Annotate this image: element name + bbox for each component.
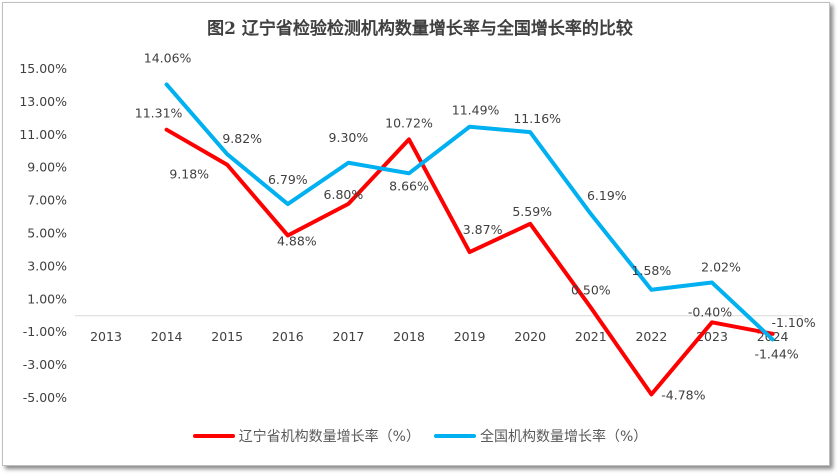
y-tick-label: -3.00%	[23, 357, 67, 372]
x-tick-label: 2019	[454, 329, 486, 344]
x-tick-label: 2015	[211, 329, 243, 344]
data-label: 0.50%	[571, 283, 611, 298]
series-line-liaoning	[164, 127, 775, 397]
data-label: 10.72%	[385, 115, 433, 130]
chart-frame	[2, 2, 830, 466]
y-tick-label: -5.00%	[23, 390, 67, 405]
y-tick-label: 5.00%	[27, 226, 67, 241]
y-tick-label: 13.00%	[19, 94, 67, 109]
y-tick-label: 7.00%	[27, 193, 67, 208]
legend: 辽宁省机构数量增长率（%） 全国机构数量增长率（%）	[0, 426, 840, 446]
data-label: 9.30%	[329, 130, 369, 145]
data-label: 11.31%	[135, 106, 183, 121]
chart-title: 图2 辽宁省检验检测机构数量增长率与全国增长率的比较	[207, 19, 633, 39]
y-tick-label: 9.00%	[27, 160, 67, 175]
y-tick-label: -1.00%	[23, 324, 67, 339]
data-label: 14.06%	[144, 50, 192, 65]
x-tick-label: 2020	[514, 329, 546, 344]
x-tick-label: 2013	[90, 329, 122, 344]
data-label: 6.80%	[324, 187, 364, 202]
x-tick-label: 2014	[151, 329, 183, 344]
y-tick-label: 3.00%	[27, 258, 67, 273]
data-label: 1.58%	[632, 263, 672, 278]
x-tick-label: 2021	[575, 329, 607, 344]
data-label: 5.59%	[512, 204, 552, 219]
data-label: 8.66%	[389, 178, 429, 193]
series-line-national	[164, 82, 775, 342]
y-tick-label: 11.00%	[19, 127, 67, 142]
data-label: 3.87%	[463, 222, 503, 237]
data-label: -0.40%	[688, 304, 732, 319]
data-label: 4.88%	[277, 233, 317, 248]
legend-swatch-liaoning	[192, 434, 235, 438]
data-label: 6.19%	[587, 188, 627, 203]
x-tick-label: 2017	[332, 329, 364, 344]
data-label: 11.49%	[452, 103, 500, 118]
x-tick-label: 2018	[393, 329, 425, 344]
data-label: -4.78%	[661, 387, 705, 402]
data-label: 2.02%	[701, 260, 741, 275]
legend-label-liaoning: 辽宁省机构数量增长率（%）	[238, 429, 420, 445]
data-label: 11.16%	[513, 111, 561, 126]
legend-item-liaoning: 辽宁省机构数量增长率（%）	[192, 426, 420, 446]
data-label: 9.82%	[222, 131, 262, 146]
legend-label-national: 全国机构数量增长率（%）	[480, 429, 648, 445]
data-label: 6.79%	[268, 172, 308, 187]
data-label: 9.18%	[169, 167, 209, 182]
data-label: -1.44%	[754, 346, 798, 361]
data-label: -1.10%	[771, 315, 815, 330]
legend-swatch-national	[434, 434, 476, 438]
x-tick-label: 2016	[272, 329, 304, 344]
y-tick-label: 1.00%	[27, 291, 67, 306]
x-tick-label: 2022	[635, 329, 667, 344]
legend-item-national: 全国机构数量增长率（%）	[434, 426, 647, 446]
y-tick-label: 15.00%	[19, 61, 67, 76]
